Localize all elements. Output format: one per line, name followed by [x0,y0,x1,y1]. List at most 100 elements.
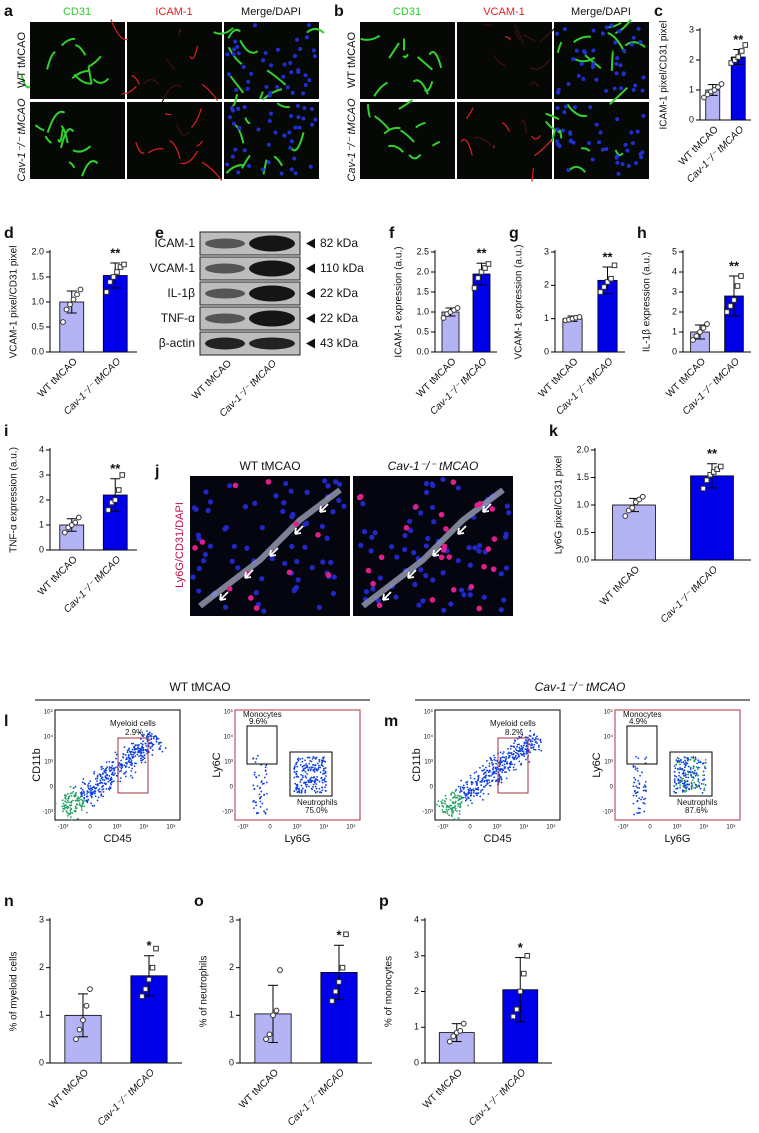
event [295,770,298,773]
event [91,804,94,807]
nucleus [615,117,620,122]
x-tick-label: WT tMCAO [598,564,642,608]
vessel [482,23,493,26]
event [111,764,114,767]
event [324,767,327,769]
y-tick-label: 0 [230,785,234,791]
event [86,795,89,798]
event [148,731,151,734]
event [675,763,678,766]
event [500,760,503,763]
vessel [189,45,199,60]
event [319,771,322,774]
vessel [60,125,69,144]
event [444,811,447,814]
nucleus [631,87,636,92]
event [99,773,102,776]
data-point [72,519,79,526]
vessel [415,121,426,129]
nucleus [293,125,298,130]
data-point [139,993,145,1000]
event [704,761,707,764]
vessel [360,34,381,41]
event [515,749,518,752]
vessel [131,75,141,85]
nucleus [245,86,250,91]
event [135,762,137,765]
event [683,763,686,765]
event [313,770,316,773]
error-bar [334,944,344,1001]
event [68,801,70,804]
event [71,792,73,795]
event [134,748,137,751]
event [308,767,311,769]
event [516,745,518,748]
event [451,807,454,809]
nucleus [563,104,568,109]
event [102,767,105,770]
event [96,777,99,780]
event [698,784,700,787]
event [99,782,102,784]
y-tick-label: 3 [672,286,677,296]
vessel [239,39,259,54]
event [698,781,701,784]
event [529,744,532,747]
event [72,799,74,802]
vessel [521,119,528,134]
event [99,779,102,782]
data-point [263,1036,269,1043]
nucleus [301,91,306,96]
vessel [574,56,596,63]
nucleus [615,160,620,165]
data-point [697,329,703,335]
event [94,795,97,798]
event [114,751,117,754]
event [260,781,263,784]
event [469,794,472,797]
nucleus [223,525,229,531]
nucleus [467,592,473,598]
event [295,788,298,790]
event [127,748,130,751]
event [467,790,470,793]
event [498,765,501,768]
event [681,782,684,785]
bar [64,1014,102,1064]
event [635,791,638,794]
event [80,807,83,809]
y-tick-label: -10³ [42,810,53,816]
event [253,771,256,774]
y-tick-label: 0 [229,1057,234,1067]
y-tick-label: 10⁵ [604,709,614,716]
event [523,742,526,745]
y-axis-label: VCAM-1 expression (a.u.) [514,244,525,359]
y-tick-label: 0 [414,1057,419,1067]
micrograph [30,102,125,179]
event [139,754,142,757]
gate [497,737,529,794]
event [310,760,313,763]
data-point [690,337,696,343]
nucleus [477,543,483,549]
event [128,757,131,760]
event [90,791,92,793]
event [694,774,697,777]
event [99,775,102,777]
y-tick-label: 10⁴ [424,734,434,741]
event [508,769,511,772]
event [144,748,147,751]
nucleus [309,565,315,571]
y-tick-label: 10⁴ [604,734,614,741]
event [306,756,309,759]
event [472,791,475,794]
event [509,762,512,764]
y-tick-label: 1 [39,1010,44,1020]
y-tick-label: 2 [39,494,44,504]
event [303,769,305,772]
event [61,805,64,808]
event [300,784,303,787]
event [692,786,694,789]
event [113,780,115,783]
